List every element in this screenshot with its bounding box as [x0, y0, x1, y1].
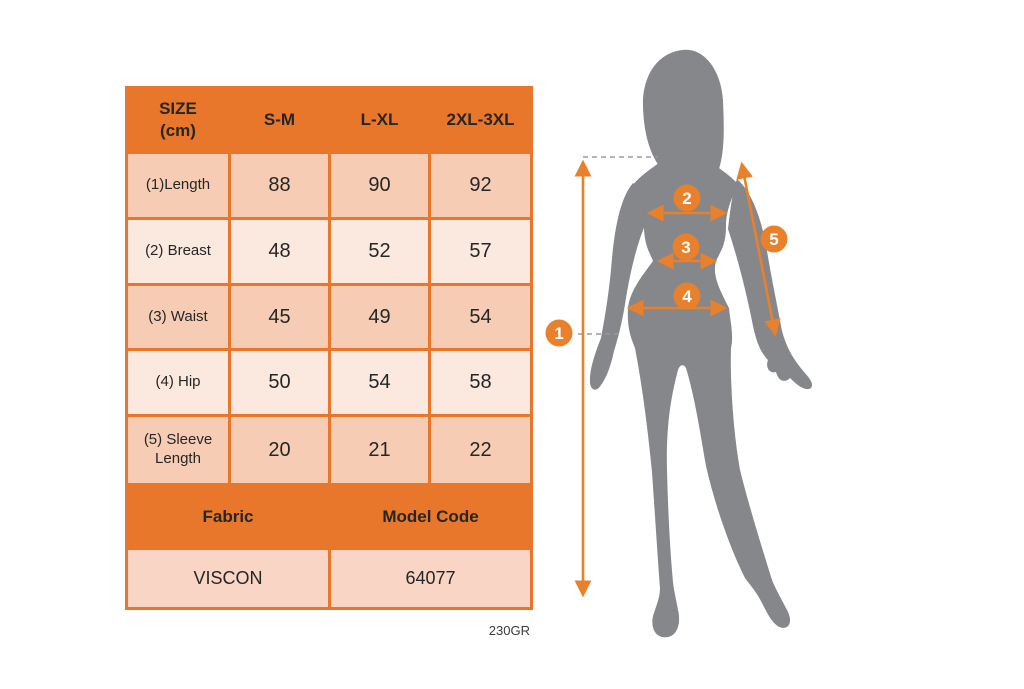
- size-value-cell: 50: [228, 348, 331, 417]
- silhouette-head: [642, 49, 724, 180]
- svg-text:2: 2: [682, 189, 691, 208]
- fabric-header: Fabric: [125, 483, 331, 550]
- column-header-2xl3xl: 2XL-3XL: [428, 86, 533, 154]
- guide-lines: [578, 156, 658, 335]
- dimension-arrows: [574, 159, 781, 598]
- silhouette-left-arm: [589, 183, 647, 390]
- size-value-cell: 52: [328, 217, 431, 286]
- measurement-figure: 1 2 3 4 5: [540, 30, 825, 670]
- silhouette-body: [627, 149, 791, 638]
- svg-text:5: 5: [769, 230, 778, 249]
- table-row: (4) Hip 50 54 58: [125, 348, 533, 417]
- size-value-cell: 48: [228, 217, 331, 286]
- size-value-cell: 22: [428, 414, 533, 486]
- size-value-cell: 88: [228, 151, 331, 220]
- row-label-sleeve-length: (5) Sleeve Length: [125, 414, 231, 486]
- table-header-row: SIZE (cm) S-M L-XL 2XL-3XL: [125, 86, 533, 154]
- table-row: (5) Sleeve Length 20 21 22: [125, 414, 533, 486]
- svg-text:4: 4: [682, 287, 692, 306]
- size-value-cell: 57: [428, 217, 533, 286]
- row-label-breast: (2) Breast: [125, 217, 231, 286]
- table-row: (3) Waist 45 49 54: [125, 283, 533, 351]
- model-code-header: Model Code: [328, 483, 533, 550]
- measure-markers: 1 2 3 4 5: [545, 184, 788, 347]
- marker-3: 3: [672, 233, 700, 261]
- figure-svg: 1 2 3 4 5: [545, 49, 812, 638]
- marker-2: 2: [673, 184, 701, 212]
- size-value-cell: 45: [228, 283, 331, 351]
- marker-4: 4: [673, 282, 701, 310]
- svg-text:3: 3: [681, 238, 690, 257]
- size-value-cell: 58: [428, 348, 533, 417]
- info-header-row: Fabric Model Code: [125, 483, 533, 550]
- size-chart-table: SIZE (cm) S-M L-XL 2XL-3XL (1)Length 88 …: [125, 86, 533, 610]
- size-cm-header: SIZE (cm): [125, 86, 231, 154]
- row-label-hip: (4) Hip: [125, 348, 231, 417]
- size-value-cell: 54: [328, 348, 431, 417]
- silhouette-right-arm: [728, 179, 812, 390]
- model-code-value: 64077: [328, 547, 533, 610]
- weight-note: 230GR: [488, 623, 530, 638]
- female-silhouette: [589, 49, 812, 638]
- size-value-cell: 54: [428, 283, 533, 351]
- table-row: (1)Length 88 90 92: [125, 151, 533, 220]
- column-header-lxl: L-XL: [328, 86, 431, 154]
- fabric-value: VISCON: [125, 547, 331, 610]
- table-row: (2) Breast 48 52 57: [125, 217, 533, 286]
- marker-1: 1: [545, 319, 573, 347]
- size-value-cell: 92: [428, 151, 533, 220]
- row-label-waist: (3) Waist: [125, 283, 231, 351]
- size-value-cell: 20: [228, 414, 331, 486]
- marker-5: 5: [760, 225, 788, 253]
- column-header-sm: S-M: [228, 86, 331, 154]
- row-label-length: (1)Length: [125, 151, 231, 220]
- size-value-cell: 49: [328, 283, 431, 351]
- size-value-cell: 90: [328, 151, 431, 220]
- size-value-cell: 21: [328, 414, 431, 486]
- sleeve-arrow: [736, 161, 781, 337]
- svg-text:1: 1: [554, 324, 563, 343]
- info-value-row: VISCON 64077: [125, 547, 533, 610]
